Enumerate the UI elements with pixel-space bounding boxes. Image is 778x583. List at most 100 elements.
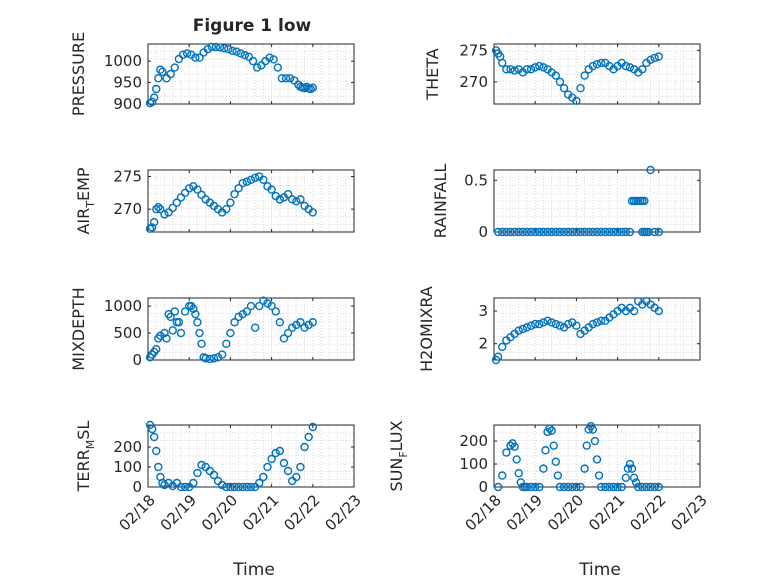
data-point: [539, 318, 548, 327]
data-point: [275, 318, 285, 327]
data-point: [563, 227, 573, 237]
data-point: [275, 446, 285, 456]
data-point: [189, 478, 198, 488]
data-point: [255, 301, 264, 311]
data-point: [625, 227, 635, 237]
data-point: [629, 473, 639, 483]
data-point: [193, 318, 202, 327]
data-point: [184, 184, 194, 193]
data-point: [613, 227, 622, 237]
data-point: [226, 482, 235, 492]
data-point: [203, 44, 212, 54]
y-tick-label: 0.5: [464, 171, 488, 189]
data-point: [601, 227, 610, 237]
data-point: [584, 227, 593, 237]
data-point: [152, 446, 161, 456]
y-axis-label: H2OMIXRA: [417, 286, 436, 372]
x-tick-label: 02/20: [198, 491, 241, 534]
data-point: [547, 227, 556, 237]
data-point: [152, 84, 161, 94]
data-point: [265, 53, 274, 62]
data-point: [279, 334, 289, 343]
data-point: [514, 469, 523, 478]
data-point: [522, 227, 532, 237]
data-point: [592, 60, 602, 69]
data-point: [650, 482, 659, 492]
data-point: [590, 436, 600, 446]
data-point: [531, 227, 540, 237]
axes-box: [147, 43, 355, 105]
data-point: [572, 321, 581, 330]
data-point: [147, 223, 157, 232]
data-point: [531, 482, 540, 492]
data-point: [638, 65, 647, 74]
data-point: [493, 227, 503, 237]
data-point: [572, 482, 581, 492]
data-point: [174, 318, 184, 327]
x-tick-label: 02/22: [280, 491, 323, 534]
data-point: [189, 304, 198, 313]
y-tick-label: 275: [113, 168, 142, 186]
data-point: [267, 454, 276, 464]
data-point: [642, 482, 651, 492]
data-point: [275, 195, 285, 204]
data-point: [531, 63, 540, 72]
data-point: [631, 478, 641, 487]
data-point: [242, 307, 252, 316]
data-point: [555, 321, 565, 330]
data-point: [176, 482, 186, 492]
data-point: [609, 227, 618, 237]
data-point: [285, 74, 295, 83]
data-point: [154, 462, 163, 472]
y-axis-label: RAINFALL: [431, 164, 450, 239]
data-point: [498, 342, 507, 352]
data-point: [580, 227, 589, 237]
data-point: [617, 482, 626, 492]
series-markers: [493, 165, 663, 237]
data-point: [267, 185, 276, 194]
data-point: [514, 227, 523, 237]
y-tick-label: 900: [113, 95, 142, 113]
data-point: [170, 307, 179, 316]
data-point: [588, 227, 598, 237]
data-point: [158, 67, 167, 77]
y-axis-label: AIRTEMP: [74, 167, 97, 234]
data-point: [535, 319, 544, 329]
panel-theta: 270 275 THETA: [423, 41, 701, 106]
data-point: [592, 227, 602, 237]
data-point: [246, 175, 256, 184]
data-point: [252, 63, 262, 72]
data-point: [518, 227, 528, 237]
data-point: [191, 53, 200, 62]
minor-grid: [493, 170, 701, 232]
x-tick-label: 02/20: [544, 491, 587, 534]
data-point: [220, 44, 229, 53]
x-tick-label: 02/23: [322, 491, 365, 534]
data-point: [300, 442, 309, 452]
data-point: [259, 472, 268, 482]
data-point: [166, 69, 175, 79]
data-point: [217, 480, 227, 490]
data-point: [230, 189, 239, 199]
data-point: [547, 318, 556, 327]
data-point: [195, 53, 204, 62]
data-point: [596, 58, 606, 68]
data-point: [640, 196, 649, 206]
y-tick-label: 2: [478, 335, 488, 353]
data-point: [547, 426, 556, 435]
data-point: [308, 422, 317, 432]
data-point: [246, 301, 256, 311]
data-point: [283, 328, 293, 338]
data-point: [535, 482, 544, 492]
data-point: [168, 326, 177, 335]
series-markers: [145, 42, 317, 108]
data-point: [568, 227, 577, 237]
data-point: [644, 227, 653, 237]
data-point: [149, 432, 159, 442]
y-axis-label: SUNFLUX: [387, 420, 410, 491]
data-point: [172, 198, 182, 207]
data-point: [539, 63, 548, 72]
data-point: [646, 55, 655, 64]
data-point: [551, 457, 560, 466]
data-point: [195, 328, 204, 338]
